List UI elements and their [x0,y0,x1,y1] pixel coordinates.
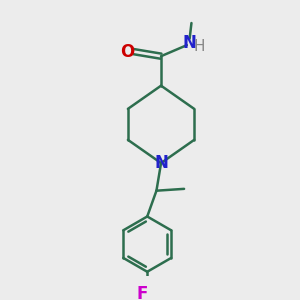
Text: N: N [183,34,196,52]
Text: H: H [194,40,206,55]
Text: F: F [136,285,147,300]
Text: N: N [154,154,168,172]
Text: O: O [120,43,134,61]
